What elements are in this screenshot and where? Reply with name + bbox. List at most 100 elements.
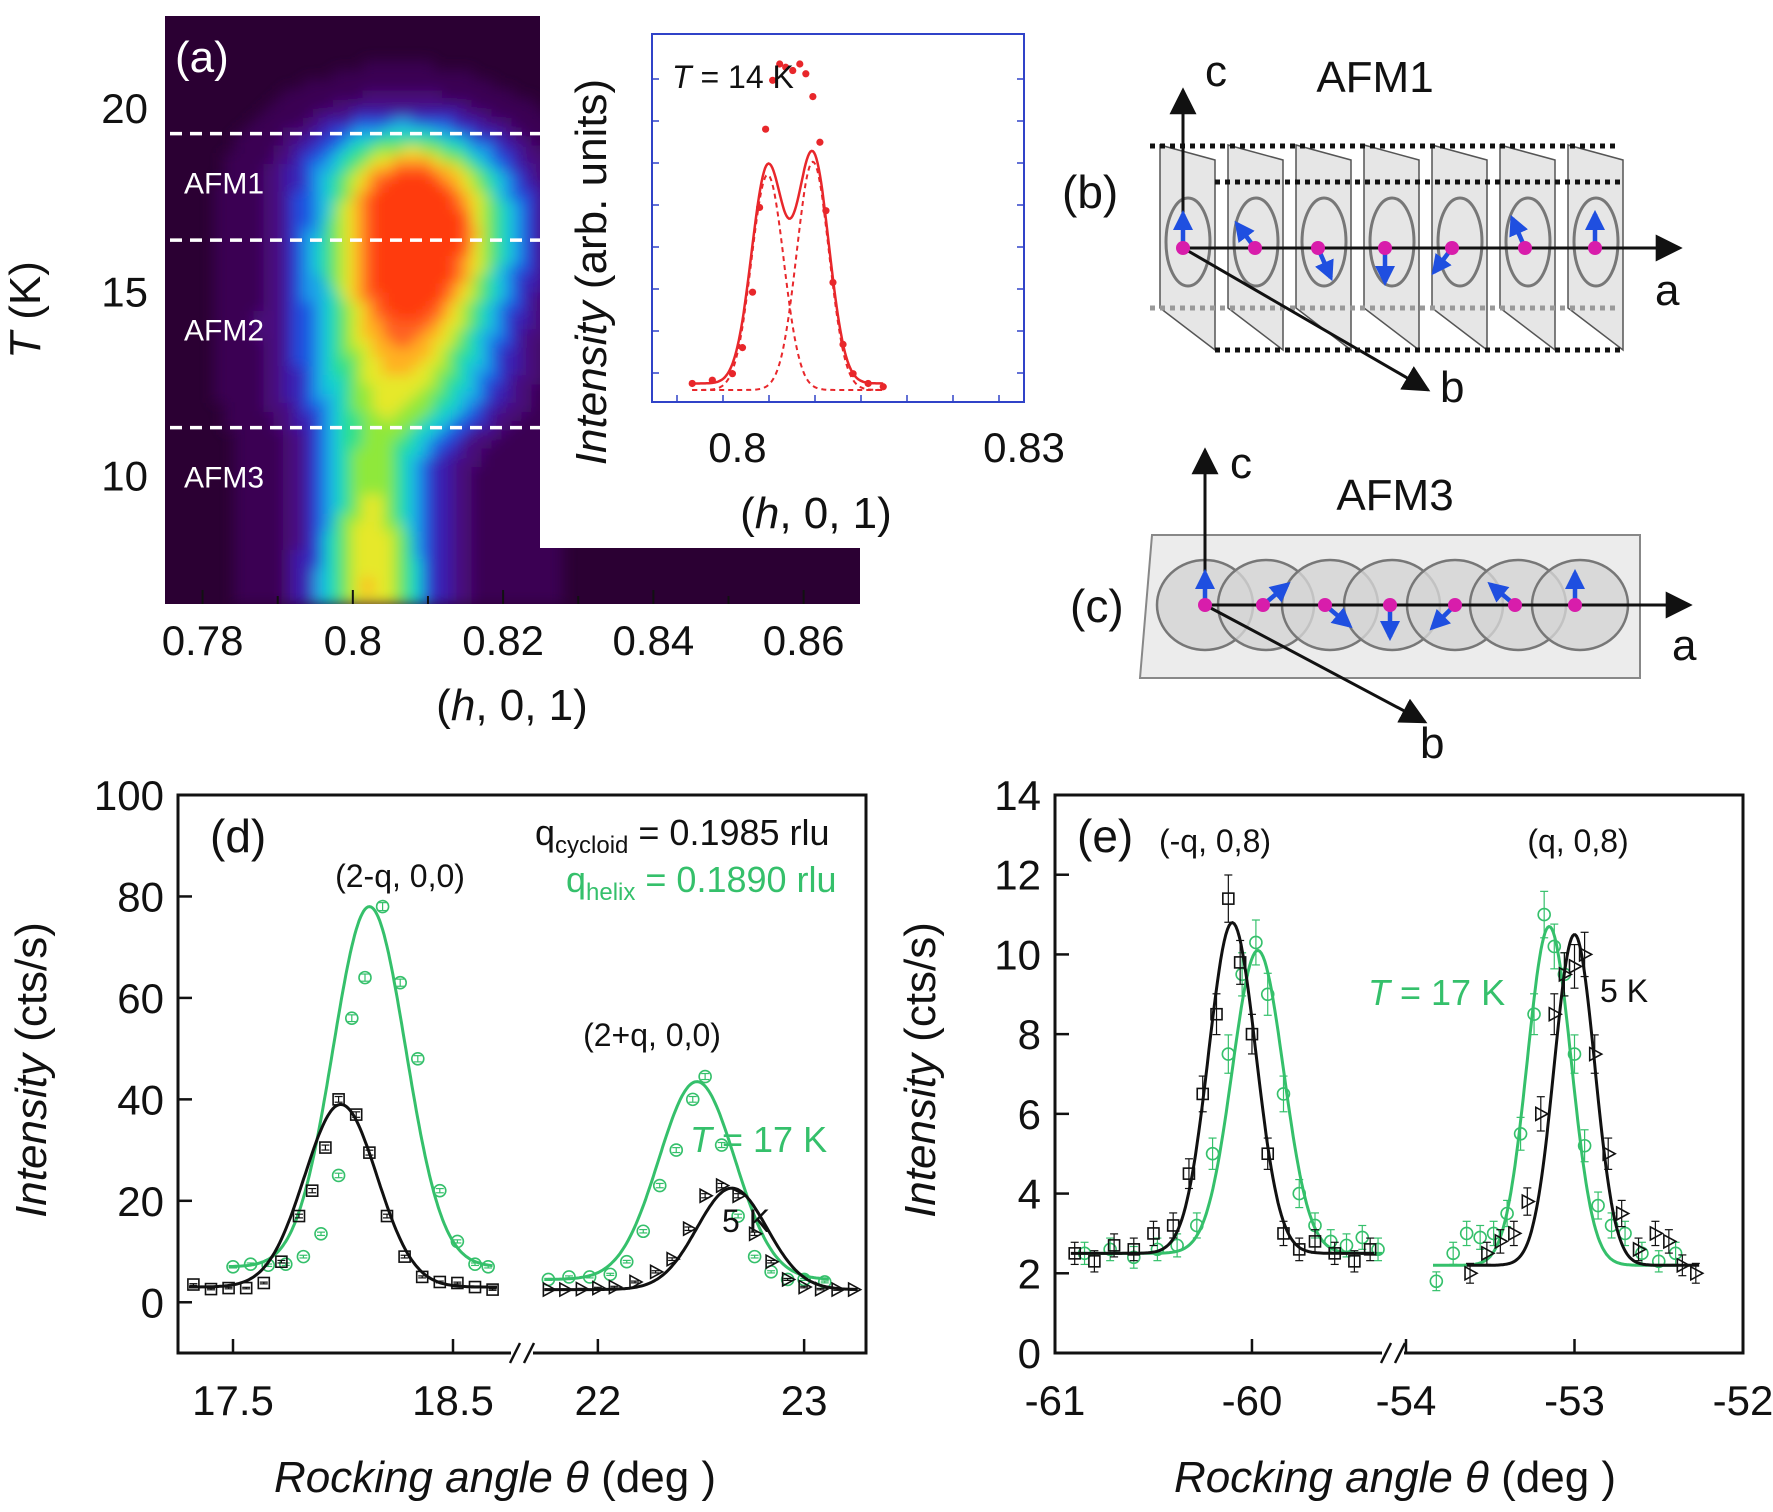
heatmap-cell bbox=[273, 456, 286, 468]
heatmap-cell bbox=[491, 557, 504, 569]
data-marker-square bbox=[1196, 1087, 1210, 1101]
heatmap-cell bbox=[451, 253, 464, 266]
heatmap-cell bbox=[501, 364, 514, 376]
heatmap-cell bbox=[451, 217, 464, 229]
heatmap-cell bbox=[442, 520, 454, 532]
heatmap-cell bbox=[253, 281, 266, 293]
heatmap-cell bbox=[283, 180, 296, 192]
heatmap-cell bbox=[253, 143, 266, 155]
heatmap-cell bbox=[213, 345, 226, 357]
heatmap-cell bbox=[372, 299, 385, 311]
heatmap-cell bbox=[382, 97, 395, 109]
data-marker-square bbox=[468, 1280, 482, 1294]
heatmap-cell bbox=[412, 171, 425, 183]
x-tick-label: 23 bbox=[781, 1377, 828, 1424]
heatmap-cell bbox=[283, 198, 296, 210]
heatmap-cell bbox=[481, 483, 494, 495]
heatmap-cell bbox=[461, 584, 474, 596]
y-tick-label: 14 bbox=[994, 772, 1041, 819]
data-marker-circle bbox=[1429, 1274, 1444, 1289]
heatmap-cell bbox=[392, 198, 405, 210]
heatmap-cell bbox=[402, 272, 415, 284]
heatmap-cell bbox=[303, 134, 315, 146]
heatmap-cell bbox=[432, 336, 444, 348]
heatmap-cell bbox=[461, 318, 474, 330]
heatmap-cell bbox=[332, 226, 345, 238]
heatmap-cell bbox=[352, 547, 365, 560]
heatmap-cell bbox=[501, 575, 514, 587]
heatmap-cell bbox=[511, 171, 524, 183]
heatmap-cell bbox=[422, 529, 435, 541]
heatmap-cell bbox=[352, 520, 365, 532]
heatmap-cell bbox=[432, 70, 444, 82]
heatmap-cell bbox=[451, 244, 464, 256]
heatmap-cell bbox=[531, 162, 544, 174]
heatmap-cell bbox=[233, 171, 246, 183]
heatmap-cell bbox=[422, 345, 435, 357]
heatmap-cell bbox=[233, 547, 246, 560]
heatmap-cell bbox=[402, 456, 415, 468]
heatmap-cell bbox=[481, 116, 494, 128]
data-marker-circle bbox=[685, 1092, 700, 1107]
heatmap-cell bbox=[521, 566, 534, 578]
heatmap-cell bbox=[491, 593, 504, 604]
heatmap-cell bbox=[432, 584, 444, 596]
heatmap-cell bbox=[372, 511, 385, 523]
heatmap-cell bbox=[322, 106, 335, 119]
heatmap-cell bbox=[263, 575, 276, 587]
heatmap-cell bbox=[461, 226, 474, 238]
panel-label-d: (d) bbox=[210, 810, 266, 862]
heatmap-cell bbox=[422, 557, 435, 569]
data-marker-triangle bbox=[732, 1187, 747, 1204]
heatmap-cell bbox=[392, 60, 405, 73]
heatmap-cell bbox=[372, 557, 385, 569]
heatmap-cell bbox=[412, 511, 425, 523]
heatmap-cell bbox=[442, 79, 454, 91]
fit-curve bbox=[1080, 948, 1382, 1255]
heatmap-cell bbox=[322, 400, 335, 413]
heatmap-cell bbox=[422, 575, 435, 587]
heatmap-cell bbox=[303, 575, 315, 587]
heatmap-cell bbox=[451, 88, 464, 100]
heatmap-cell bbox=[471, 88, 484, 100]
heatmap-cell bbox=[461, 345, 474, 357]
heatmap-cell bbox=[283, 557, 296, 569]
heatmap-cell bbox=[392, 70, 405, 82]
heatmap-cell bbox=[243, 345, 256, 357]
heatmap-cell bbox=[322, 235, 335, 247]
heatmap-cell bbox=[253, 152, 266, 164]
heatmap-cell bbox=[293, 538, 305, 550]
heatmap-cell bbox=[283, 318, 296, 330]
heatmap-cell bbox=[322, 538, 335, 550]
heatmap-cell bbox=[303, 419, 315, 431]
heatmap-cell bbox=[283, 125, 296, 137]
heatmap-cell bbox=[293, 134, 305, 146]
heatmap-cell bbox=[312, 253, 325, 266]
heatmap-cell bbox=[253, 428, 266, 440]
d-peak-label-2: (2+q, 0,0) bbox=[583, 1017, 721, 1053]
heatmap-cell bbox=[372, 217, 385, 229]
heatmap-cell bbox=[521, 162, 534, 174]
heatmap-cell bbox=[501, 281, 514, 293]
heatmap-cell bbox=[471, 106, 484, 119]
heatmap-cell bbox=[422, 253, 435, 266]
heatmap-cell bbox=[382, 465, 395, 477]
heatmap-cell bbox=[382, 345, 395, 357]
heatmap-cell bbox=[491, 106, 504, 119]
heatmap-cell bbox=[422, 382, 435, 394]
heatmap-cell bbox=[382, 106, 395, 119]
heatmap-cell bbox=[312, 116, 325, 128]
heatmap-cell bbox=[521, 152, 534, 164]
heatmap-cell bbox=[372, 327, 385, 339]
heatmap-cell bbox=[461, 410, 474, 422]
heatmap-cell bbox=[531, 547, 544, 560]
heatmap-cell bbox=[342, 106, 355, 119]
heatmap-cell bbox=[362, 456, 375, 468]
heatmap-cell bbox=[342, 309, 355, 321]
heatmap-cell bbox=[511, 465, 524, 477]
heatmap-cell bbox=[223, 152, 236, 164]
panel-a-ylabel: T (K) bbox=[1, 261, 50, 359]
heatmap-cell bbox=[332, 520, 345, 532]
